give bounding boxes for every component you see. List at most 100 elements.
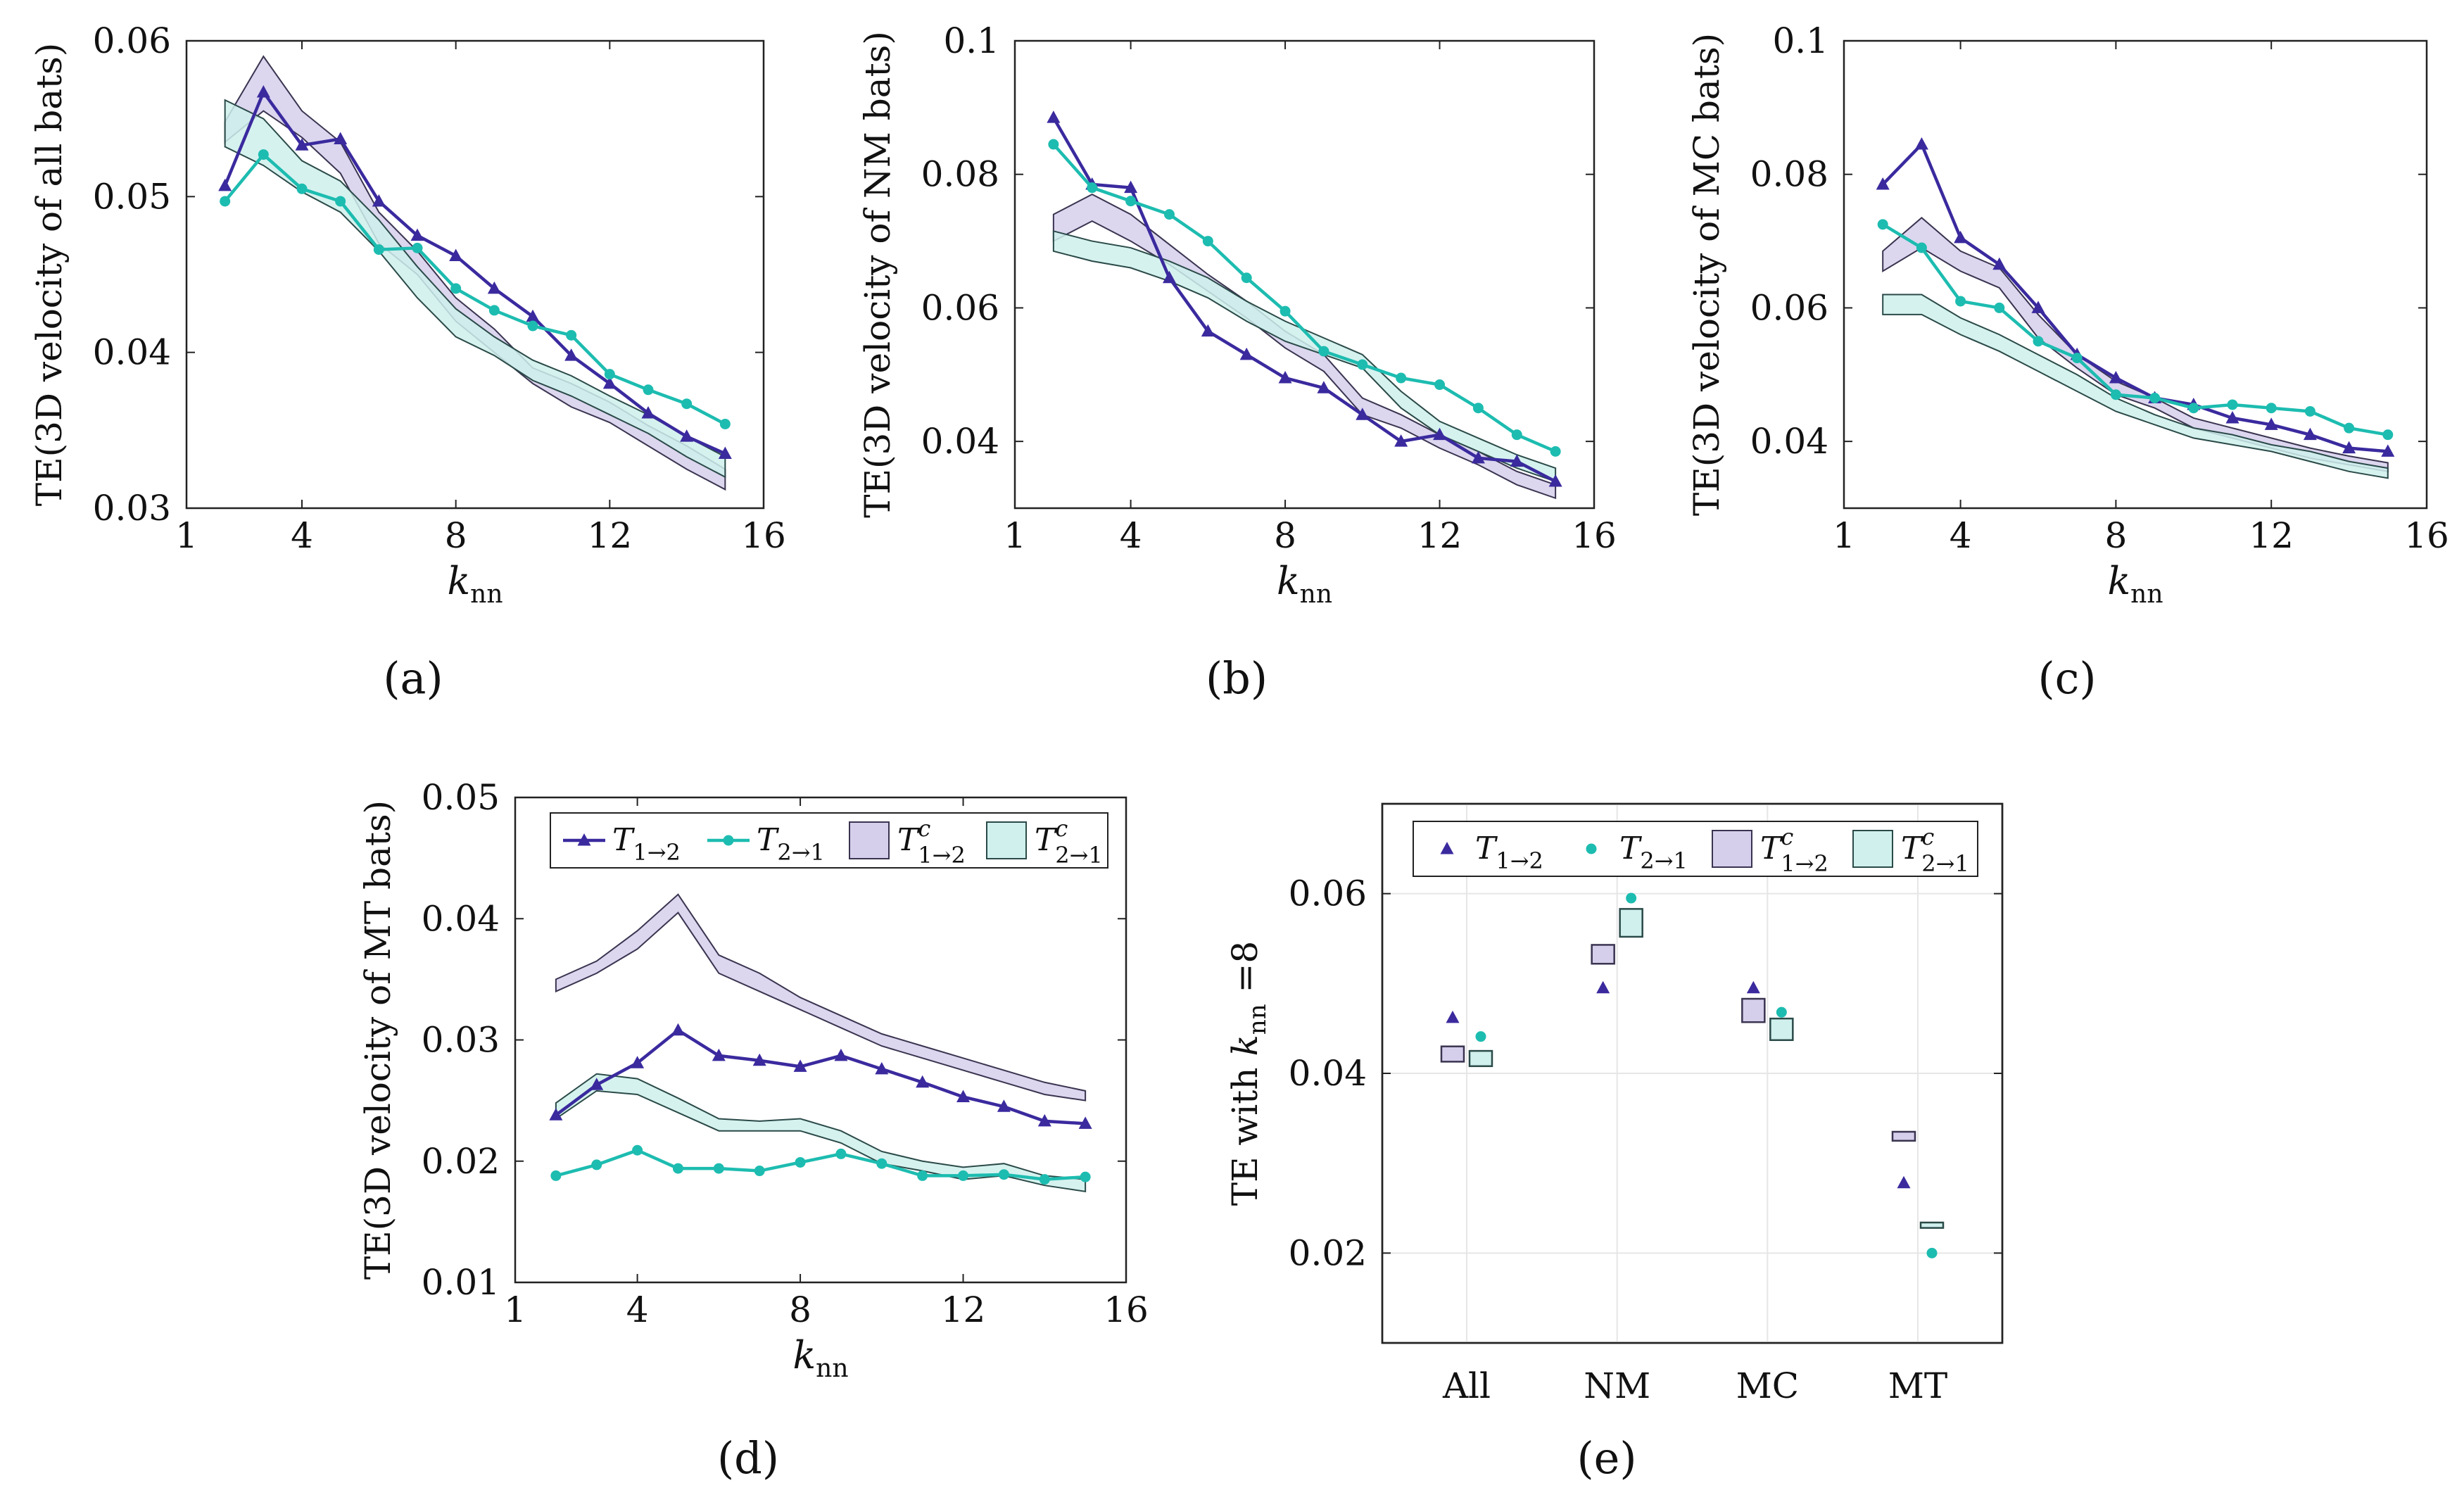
legend-marker-t12 bbox=[1440, 842, 1454, 854]
point-t12 bbox=[2264, 417, 2278, 430]
point-t12 bbox=[1914, 137, 1928, 150]
y-axis-label: TE(3D velocity of all bats) bbox=[29, 43, 70, 507]
point-t12 bbox=[602, 376, 617, 389]
point-t21 bbox=[527, 320, 538, 332]
point-t21 bbox=[1511, 429, 1522, 441]
y-tick-label: 0.04 bbox=[93, 332, 171, 373]
line-t12 bbox=[1051, 116, 1557, 484]
legend-label: Tc 2→1 bbox=[1901, 823, 1969, 877]
legend-label-sub: 1→2 bbox=[633, 839, 681, 866]
point-t12 bbox=[997, 1099, 1011, 1112]
point-t21 bbox=[835, 1148, 847, 1159]
point-t12 bbox=[1239, 347, 1253, 360]
box-c21 bbox=[1919, 1221, 1945, 1229]
x-tick-label: 8 bbox=[789, 1289, 811, 1330]
legend-label-sub: 1→2 bbox=[1496, 847, 1543, 874]
point-t12 bbox=[875, 1061, 889, 1075]
category-label: All bbox=[1442, 1365, 1491, 1406]
x-tick-label: 1 bbox=[1833, 515, 1855, 556]
y-tick-label: 0.06 bbox=[921, 287, 999, 328]
point-t21 bbox=[876, 1158, 887, 1169]
legend-label-base: T bbox=[1901, 831, 1924, 866]
point-t21 bbox=[591, 1159, 602, 1170]
y-tick-label: 0.01 bbox=[422, 1262, 500, 1303]
point-t12 bbox=[671, 1023, 685, 1036]
point-t12 bbox=[1897, 1175, 1911, 1189]
x-axis-label-base: k bbox=[2107, 559, 2130, 603]
legend-label: T1→2 bbox=[612, 822, 681, 866]
point-t21 bbox=[1955, 296, 1966, 307]
y-tick-label: 0.06 bbox=[1289, 873, 1367, 914]
point-t12 bbox=[256, 85, 270, 98]
point-t21 bbox=[2188, 403, 2199, 414]
point-t12 bbox=[1876, 177, 1890, 190]
point-t21 bbox=[643, 384, 654, 396]
y-axis-label-rest: =8 bbox=[1225, 941, 1265, 1004]
x-tick-label: 4 bbox=[626, 1289, 649, 1330]
x-tick-label: 4 bbox=[1950, 515, 1972, 556]
y-axis-label-k: k bbox=[1225, 1035, 1265, 1056]
legend-label-base: T bbox=[1760, 831, 1783, 866]
point-t12 bbox=[1471, 450, 1485, 464]
y-axis-label-sub: nn bbox=[1244, 1004, 1272, 1035]
plot-frame bbox=[1013, 39, 1596, 510]
legend-label: Tc 1→2 bbox=[897, 815, 966, 869]
point-t21 bbox=[1318, 346, 1329, 357]
point-t21 bbox=[566, 329, 577, 341]
point-t12 bbox=[526, 309, 540, 322]
point-t21 bbox=[1080, 1171, 1091, 1182]
point-t12 bbox=[1510, 454, 1524, 467]
point-t12 bbox=[2031, 301, 2045, 313]
x-tick-label: 12 bbox=[1417, 515, 1462, 556]
legend-label-base: T bbox=[757, 822, 780, 858]
point-t12 bbox=[1201, 324, 1215, 337]
point-t12 bbox=[631, 1056, 645, 1068]
point-t12 bbox=[218, 178, 232, 191]
point-t21 bbox=[2344, 422, 2355, 434]
point-t21 bbox=[1626, 892, 1637, 904]
box-c12 bbox=[1891, 1130, 1916, 1142]
point-t21 bbox=[1241, 272, 1252, 284]
point-t21 bbox=[604, 369, 615, 380]
box-c21 bbox=[1468, 1049, 1493, 1068]
legend-label-sub: 2→1 bbox=[1640, 847, 1688, 874]
point-t21 bbox=[2266, 403, 2277, 414]
point-t12 bbox=[1278, 371, 1292, 384]
point-t21 bbox=[2033, 336, 2044, 347]
y-tick-label: 0.03 bbox=[422, 1020, 500, 1061]
legend-label-sub: 2→1 bbox=[777, 839, 825, 866]
point-t12 bbox=[1047, 111, 1061, 123]
point-t12 bbox=[1746, 980, 1760, 994]
legend-label-sup: c bbox=[1921, 823, 1934, 850]
x-axis-label-sub: nn bbox=[1300, 580, 1332, 609]
point-t21 bbox=[1472, 403, 1484, 414]
legend-label-base: T bbox=[897, 822, 921, 858]
point-t12 bbox=[1446, 1010, 1460, 1023]
x-tick-label: 12 bbox=[2249, 515, 2294, 556]
y-tick-label: 0.02 bbox=[1289, 1232, 1367, 1273]
legend-marker-t21 bbox=[723, 835, 734, 846]
point-t21 bbox=[632, 1144, 643, 1156]
legend-marker-t21 bbox=[1586, 843, 1597, 854]
point-t12 bbox=[2109, 371, 2123, 384]
x-tick-label: 4 bbox=[291, 515, 313, 556]
point-t12 bbox=[718, 446, 732, 460]
point-t21 bbox=[917, 1170, 928, 1181]
point-t12 bbox=[1162, 270, 1176, 284]
x-tick-label: 16 bbox=[2404, 515, 2449, 556]
legend-label-base: T bbox=[612, 822, 636, 858]
x-tick-label: 1 bbox=[504, 1289, 526, 1330]
x-axis-label: knn bbox=[1277, 559, 1332, 609]
x-axis-label-sub: nn bbox=[2130, 580, 2163, 609]
y-axis-label-text: TE with bbox=[1225, 1056, 1265, 1206]
point-t21 bbox=[1163, 209, 1175, 220]
panel-label: (d) bbox=[717, 1432, 779, 1484]
legend-label: T1→2 bbox=[1475, 831, 1543, 874]
band-c21 bbox=[224, 99, 726, 479]
point-t12 bbox=[1548, 474, 1562, 487]
point-t12 bbox=[487, 281, 501, 294]
y-tick-label: 0.04 bbox=[921, 421, 999, 462]
box-c21 bbox=[1769, 1017, 1794, 1042]
category-label: MT bbox=[1888, 1365, 1948, 1406]
point-t12 bbox=[1992, 257, 2007, 270]
